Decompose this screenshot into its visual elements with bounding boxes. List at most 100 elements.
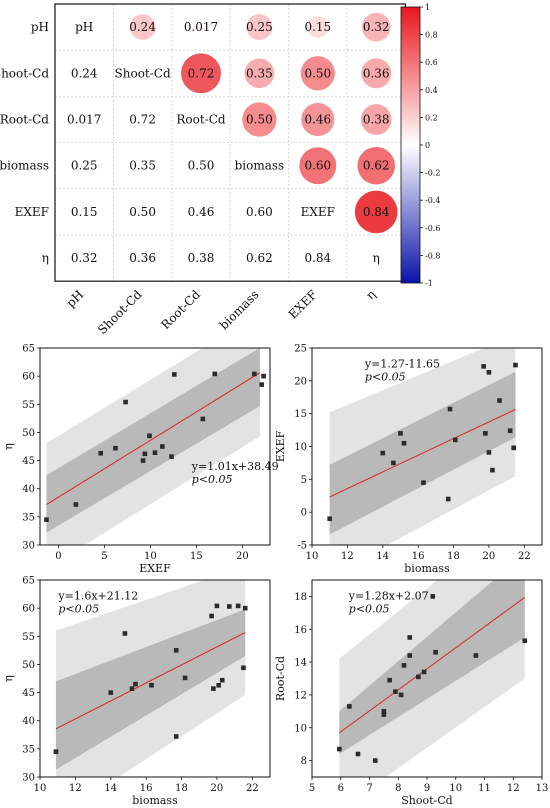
column-label: biomass [217,287,262,332]
data-point [380,450,386,456]
data-point [347,704,352,709]
y-tick-label: 35 [22,744,35,755]
data-point [398,431,403,436]
y-tick-label: 0 [301,508,307,519]
x-tick-label: 0 [55,551,61,562]
data-point [252,371,257,377]
diagonal-label: Root-Cd [176,113,226,127]
diagonal-label: Shoot-Cd [115,66,171,80]
y-tick-label: 65 [22,576,35,587]
data-point [473,653,479,658]
y-tick-label: 40 [22,716,35,727]
y-tick-label: 40 [22,484,35,495]
x-tick-label: 22 [246,783,259,794]
confidence-band [46,348,260,533]
x-tick-label: 11 [478,783,491,794]
y-axis-label: Root-Cd [274,656,287,701]
fit-line [46,372,261,506]
data-point [173,734,179,739]
data-point [337,746,342,752]
plot-area [337,580,528,777]
fit-line [339,596,526,734]
data-point [242,605,248,611]
lower-value-label: 0.50 [188,159,215,173]
data-point [53,749,59,754]
p-value-label: p<0.05 [365,371,406,384]
correlation-circle [354,190,398,234]
upper-value-label: 0.38 [363,113,390,127]
upper-value-label: 0.25 [246,20,273,34]
lower-value-label: 0.25 [71,159,98,173]
data-point [133,681,138,687]
correlation-circle [195,21,207,33]
correlation-circle [301,102,335,137]
data-point [381,712,387,717]
upper-value-label: 0.017 [184,20,218,34]
data-point [149,682,154,688]
data-point [407,653,413,658]
data-point [393,689,398,694]
upper-value-label: 0.32 [363,20,390,34]
lower-value-label: 0.017 [67,113,101,127]
upper-value-label: 0.62 [363,159,390,173]
data-point [490,467,495,473]
data-point [73,502,79,507]
row-label: Root-Cd [0,113,49,127]
colorbar [400,6,421,284]
x-tick-label: 12 [341,551,354,562]
x-tick-label: 18 [447,551,460,562]
data-point [129,686,135,691]
data-point [483,431,488,436]
upper-value-label: 0.84 [363,205,390,219]
data-point [172,372,177,377]
y-tick-label: 12 [294,690,307,701]
y-tick-label: 14 [294,658,307,669]
data-point [122,631,128,636]
x-axis-label: biomass [404,562,450,575]
y-tick-label: 10 [294,723,307,734]
y-tick-label: 45 [22,456,35,467]
x-axis-label: biomass [132,794,178,807]
colorbar-tick-label: -1 [425,279,433,288]
data-point [391,460,396,466]
x-tick-label: 20 [211,783,224,794]
x-tick-label: 9 [424,783,430,794]
correlation-circle [129,14,156,40]
data-point [387,677,392,683]
x-tick-label: 10 [449,783,462,794]
upper-value-label: 0.15 [304,20,331,34]
row-label: Shoot-Cd [0,66,49,80]
data-point [511,445,516,451]
data-point [486,369,492,375]
y-tick-label: 35 [22,512,35,523]
data-point [401,663,407,668]
data-point [497,398,502,403]
data-point [355,751,361,757]
y-tick-label: 5 [301,475,307,486]
lower-value-label: 0.84 [304,251,331,265]
diagonal-label: pH [75,20,93,34]
column-label: Shoot-Cd [95,287,145,337]
data-point [421,669,427,675]
data-point [430,594,436,599]
regression-equation: y=1.6x+21.12 [57,590,138,603]
data-point [211,686,216,691]
correlation-circle [244,58,275,89]
data-point [113,445,118,451]
y-axis-label: η [2,675,15,682]
lower-value-label: 0.15 [71,205,98,219]
colorbar-tick-label: -0.4 [425,196,440,205]
correlation-circle [300,56,335,91]
regression-equation: y=1.28x+2.07 [348,590,429,603]
y-tick-label: 65 [22,344,35,355]
column-label: EXEF [286,287,320,321]
data-point [453,437,458,443]
x-tick-label: 14 [104,783,117,794]
y-tick-label: 45 [22,688,35,699]
x-tick-label: 16 [412,551,425,562]
y-tick-label: -5 [297,541,307,552]
colorbar-tick-label: 0.2 [425,113,438,122]
diagonal-label: η [373,251,380,265]
x-tick-label: 7 [366,783,372,794]
x-tick-label: 10 [144,551,157,562]
